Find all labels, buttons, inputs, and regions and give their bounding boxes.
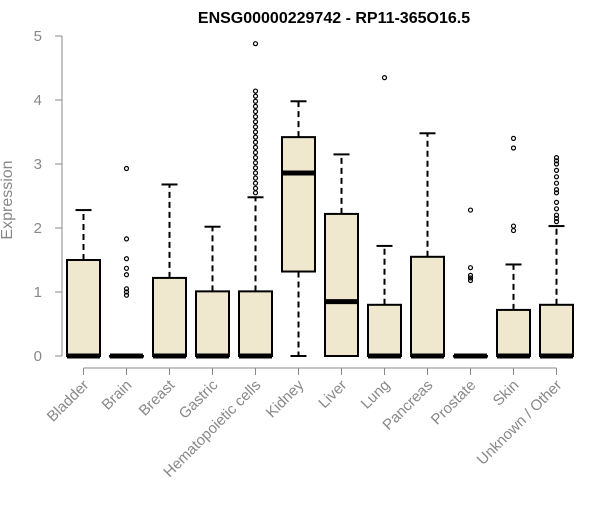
outlier-point xyxy=(553,167,560,173)
x-tick-label: Kidney xyxy=(263,376,308,421)
outlier-point xyxy=(252,149,259,156)
box-iqr xyxy=(195,290,230,357)
outlier-point xyxy=(252,114,259,120)
box-iqr xyxy=(324,212,359,357)
outlier-point xyxy=(553,187,560,193)
outlier-point xyxy=(553,180,560,186)
box-group xyxy=(324,153,359,357)
y-tick-label: 4 xyxy=(34,92,42,109)
outlier-point xyxy=(467,265,474,271)
box-group xyxy=(66,209,101,359)
box-iqr xyxy=(367,303,402,357)
outlier-point xyxy=(553,212,560,218)
outlier-point xyxy=(252,155,259,161)
box-group xyxy=(367,74,402,359)
outlier-point xyxy=(252,190,259,196)
outlier-point xyxy=(252,108,259,115)
outlier-point xyxy=(553,215,560,221)
outlier-point xyxy=(252,160,259,166)
outlier-point xyxy=(252,180,259,186)
outlier-point xyxy=(553,190,560,196)
y-axis-label: Expression xyxy=(0,160,16,239)
outlier-point xyxy=(123,165,130,172)
outlier-point xyxy=(510,145,517,151)
outlier-point xyxy=(467,275,474,281)
y-tick-label: 5 xyxy=(34,28,42,45)
plot-area xyxy=(66,41,574,359)
outlier-point xyxy=(123,265,130,271)
outlier-point xyxy=(123,236,130,242)
outlier-point xyxy=(252,185,259,191)
outlier-point xyxy=(467,207,474,213)
outlier-point xyxy=(123,292,130,298)
x-tick-label: Lung xyxy=(358,377,394,413)
box-group xyxy=(238,41,273,359)
outlier-point xyxy=(123,286,130,292)
outlier-point xyxy=(252,98,259,104)
x-tick-label: Prostate xyxy=(428,377,480,429)
outlier-point xyxy=(510,135,517,141)
box-iqr xyxy=(238,290,273,357)
box-group xyxy=(453,207,488,359)
outlier-point xyxy=(553,206,560,212)
y-tick-label: 1 xyxy=(34,284,42,301)
box-group xyxy=(539,155,574,359)
y-tick-label: 0 xyxy=(34,348,42,365)
x-tick-label: Bladder xyxy=(44,377,93,426)
outlier-point xyxy=(252,139,259,145)
outlier-point xyxy=(252,129,259,135)
box-group xyxy=(109,165,144,359)
box-iqr xyxy=(152,276,187,358)
outlier-point xyxy=(510,227,517,234)
outlier-point xyxy=(553,161,560,167)
outlier-point xyxy=(252,119,259,125)
outlier-point xyxy=(123,289,130,295)
outlier-point xyxy=(252,165,259,171)
outlier-point xyxy=(553,158,560,164)
box-iqr xyxy=(496,308,531,358)
x-tick-label: Liver xyxy=(315,377,350,412)
y-tick-label: 2 xyxy=(34,220,42,237)
y-tick-label: 3 xyxy=(34,156,42,173)
box-group xyxy=(410,132,445,359)
outlier-point xyxy=(252,170,259,176)
chart-title: ENSG00000229742 - RP11-365O16.5 xyxy=(198,10,470,27)
outlier-point xyxy=(123,272,130,278)
outlier-point xyxy=(252,41,259,47)
outlier-point xyxy=(510,223,517,229)
box-group xyxy=(496,135,531,359)
box-iqr xyxy=(66,259,101,357)
outlier-point xyxy=(252,175,259,181)
box-group xyxy=(281,100,316,357)
box-group xyxy=(195,225,230,359)
outlier-point xyxy=(467,277,474,284)
outlier-point xyxy=(252,93,259,99)
outlier-point xyxy=(252,144,259,150)
x-tick-label: Brain xyxy=(99,377,136,414)
outlier-point xyxy=(252,134,259,140)
outlier-point xyxy=(553,219,560,225)
outlier-point xyxy=(381,74,388,81)
box-iqr xyxy=(410,255,445,357)
outlier-point xyxy=(467,272,474,278)
outlier-point xyxy=(553,155,560,161)
outlier-point xyxy=(252,88,259,94)
outlier-point xyxy=(252,124,259,130)
box-group xyxy=(152,183,187,359)
outlier-point xyxy=(553,199,560,205)
outlier-point xyxy=(123,256,130,262)
x-tick-label: Skin xyxy=(490,377,523,410)
outlier-point xyxy=(252,103,259,110)
box-iqr xyxy=(539,303,574,357)
x-tick-label: Breast xyxy=(136,376,179,419)
y-axis: 0 1 2 3 4 5 xyxy=(34,28,63,365)
outlier-point xyxy=(553,174,560,180)
box-iqr xyxy=(281,136,316,273)
